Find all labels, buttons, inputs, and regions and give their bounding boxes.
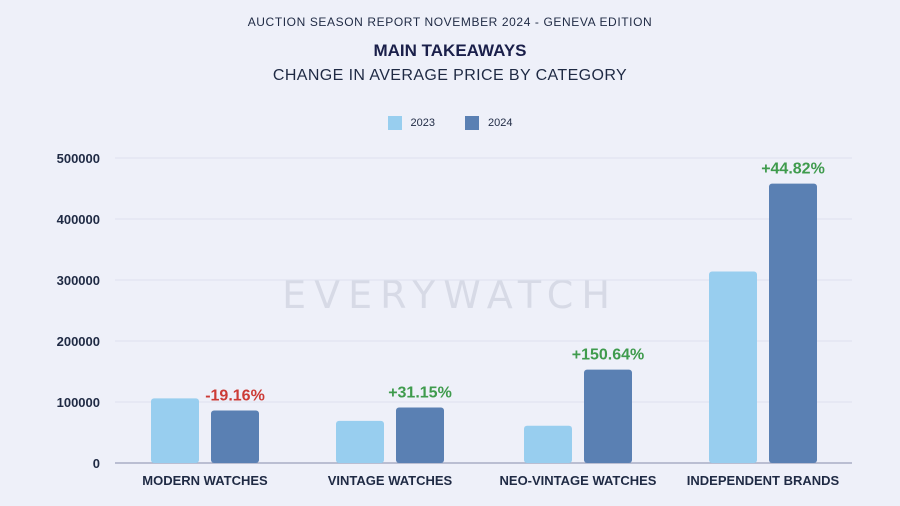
legend-swatch-2023 [387, 116, 402, 130]
y-tick-label: 100000 [57, 395, 100, 410]
y-tick-label: 400000 [57, 212, 100, 227]
y-tick-label: 200000 [57, 334, 100, 349]
bar-2023 [709, 271, 757, 463]
y-tick-label: 300000 [57, 273, 100, 288]
legend-item-2024: 2024 [465, 116, 512, 130]
chart-title: MAIN TAKEAWAYS [373, 41, 527, 60]
report-supertitle: AUCTION SEASON REPORT NOVEMBER 2024 - GE… [247, 15, 653, 29]
bar-2024 [211, 410, 259, 463]
legend-swatch-2024 [465, 116, 479, 130]
change-label: +31.15% [388, 384, 452, 401]
x-tick-label: INDEPENDENT BRANDS [687, 473, 840, 488]
legend-label-2023: 2023 [410, 117, 435, 129]
bar-2023 [336, 420, 384, 463]
legend-label-2024: 2024 [488, 117, 513, 129]
bar-2023 [524, 425, 572, 463]
change-label: +44.82% [761, 161, 825, 178]
change-label: +150.64% [572, 347, 645, 364]
x-tick-label: NEO-VINTAGE WATCHES [500, 473, 657, 488]
chart-legend: 2023 2024 [0, 116, 900, 130]
legend-item-2023: 2023 [387, 116, 435, 130]
bar-2024 [396, 407, 444, 463]
y-tick-label: 500000 [57, 151, 100, 166]
bar-2023 [151, 398, 199, 463]
x-tick-label: VINTAGE WATCHES [328, 473, 453, 488]
x-tick-label: MODERN WATCHES [142, 473, 268, 488]
chart-subtitle: CHANGE IN AVERAGE PRICE BY CATEGORY [272, 67, 628, 84]
y-tick-label: 0 [93, 456, 100, 471]
bar-2024 [584, 369, 632, 463]
change-label: -19.16% [205, 388, 265, 405]
bar-2024 [769, 183, 817, 463]
